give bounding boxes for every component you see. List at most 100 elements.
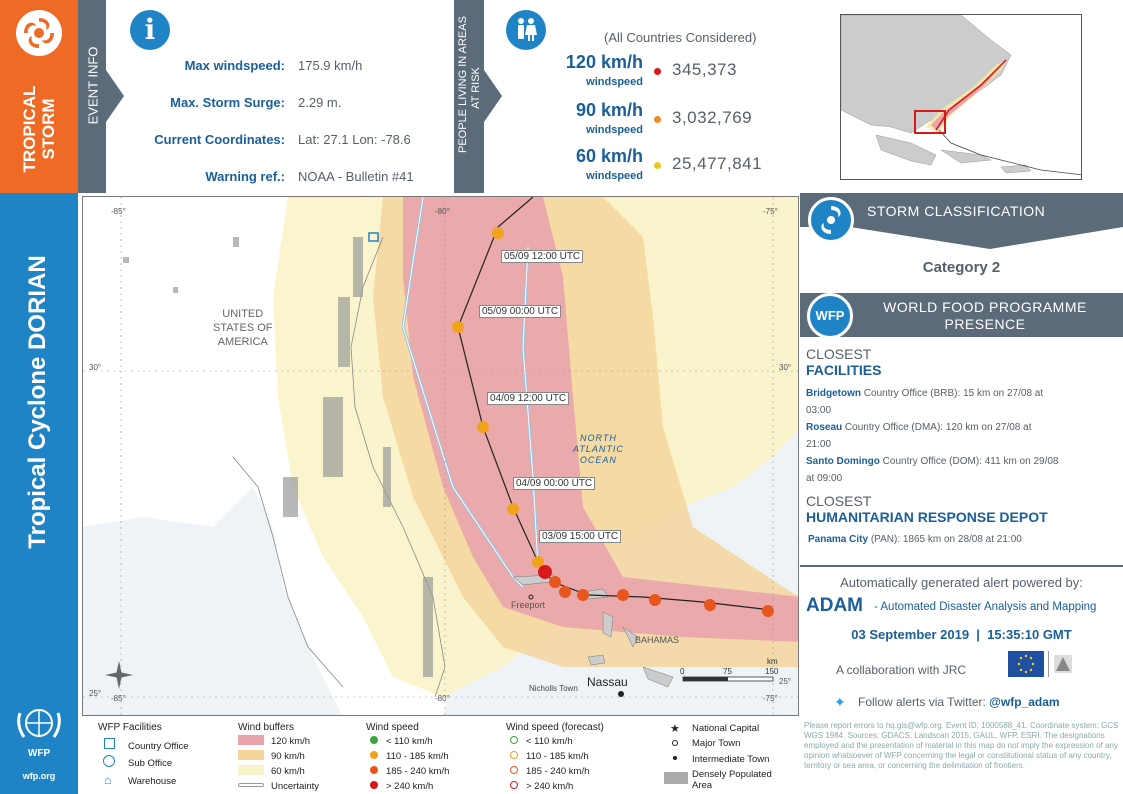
legend-facilities-title: WFP Facilities: [98, 722, 162, 733]
closest-facilities-heading: CLOSEST FACILITIES: [806, 346, 882, 378]
legend-forecast-title: Wind speed (forecast): [506, 722, 604, 733]
bahamas-label: BAHAMAS: [635, 635, 680, 645]
scale-label-150: 150: [765, 667, 779, 676]
risk-dot-red: [654, 68, 661, 75]
graticule: [83, 197, 798, 715]
legend-uncertainty: Uncertainty: [271, 781, 320, 792]
storm-class-icon: [808, 197, 854, 243]
nassau-label: Nassau: [587, 675, 628, 689]
forecast-extreme-icon: [510, 781, 518, 789]
adam-powered-by: Automatically generated alert powered by…: [840, 575, 1083, 590]
legend-forecast-3: 185 - 240 km/h: [526, 766, 590, 777]
grid-label-left-2: 25°: [89, 689, 102, 698]
legend-wind-1: < 110 km/h: [386, 736, 433, 747]
forecast-high-icon: [510, 766, 518, 774]
speed-value: 60: [575, 146, 596, 166]
storm-logo-icon: [16, 10, 62, 56]
population-row-90: 90 km/h windspeed 3,032,769: [533, 100, 803, 145]
event-info-strip: [78, 0, 106, 193]
right-panel: STORM CLASSIFICATION Category 2 WFP WORL…: [800, 193, 1123, 719]
event-info-label: EVENT INFO: [85, 46, 101, 125]
population-value: 25,477,841: [672, 154, 763, 173]
buffer-120-swatch: [238, 735, 264, 745]
legend-buffers-title: Wind buffers: [238, 722, 294, 733]
info-icon: i: [130, 10, 170, 50]
wfp-logo-text: WFP: [27, 748, 51, 759]
speed-unit: km/h: [600, 52, 643, 72]
twitter-text[interactable]: Follow alerts via Twitter: @wfp_adam: [858, 695, 1060, 709]
legend-wind-2: 110 - 185 km/h: [386, 751, 449, 762]
risk-dot-yellow: [654, 162, 661, 169]
facilities-list: Bridgetown Country Office (BRB): 15 km o…: [806, 385, 1118, 487]
facility-item: Santo Domingo Country Office (DOM): 411 …: [806, 456, 1059, 484]
major-town-icon: [672, 740, 678, 746]
adam-name: ADAM: [806, 595, 863, 616]
legend-country-office: Country Office: [128, 741, 189, 752]
speed-value: 120: [565, 52, 596, 72]
legend-capital: National Capital: [692, 723, 760, 734]
info-row-windspeed: Max windspeed: 175.9 km/h: [118, 58, 458, 95]
speed-sub: windspeed: [586, 170, 643, 182]
population-value: 3,032,769: [672, 108, 753, 127]
info-value: 2.29 m.: [298, 95, 342, 110]
legend-wind-4: > 240 km/h: [386, 781, 434, 792]
grid-label-top-1: -85°: [111, 207, 126, 216]
legend-forecast-1: < 110 km/h: [526, 736, 573, 747]
wfp-presence-header: [800, 293, 1123, 337]
track-label: 05/09 12:00 UTC: [501, 250, 584, 263]
population-label: PEOPLE LIVING IN AREAS AT RISK: [457, 16, 482, 153]
wfp-badge: WFP: [807, 293, 853, 339]
storm-type-band: TROPICAL STORM: [0, 0, 78, 193]
info-label: Warning ref.:: [205, 169, 285, 184]
legend-buffer-60: 60 km/h: [271, 766, 305, 777]
legend-buffer-90: 90 km/h: [271, 751, 305, 762]
populated-swatch: [664, 772, 688, 784]
wfp-logo: WFP wfp.org: [8, 703, 70, 783]
info-row-coordinates: Current Coordinates: Lat: 27.1 Lon: -78.…: [118, 132, 458, 169]
usa-label: UNITED STATES OF AMERICA: [213, 308, 273, 348]
freeport-label: Freeport: [511, 600, 546, 610]
population-strip: [454, 0, 484, 193]
legend-warehouse: Warehouse: [128, 776, 177, 787]
storm-class-title: STORM CLASSIFICATION: [867, 203, 1046, 219]
scale-label-75: 75: [723, 667, 732, 676]
closest-depot-heading: CLOSEST HUMANITARIAN RESPONSE DEPOT: [806, 493, 1048, 525]
track-label: 03/09 15:00 UTC: [539, 530, 622, 543]
legend-forecast-2: 110 - 185 km/h: [526, 751, 589, 762]
locator-map: [840, 14, 1082, 180]
jrc-logo: [1048, 651, 1076, 677]
adam-full-name: - Automated Disaster Analysis and Mappin…: [874, 601, 1097, 613]
warehouse-icon: ⌂: [104, 773, 112, 787]
alert-datetime: 03 September 2019 | 15:35:10 GMT: [851, 627, 1072, 642]
buffer-90-swatch: [238, 750, 264, 760]
legend-wind-title: Wind speed: [366, 722, 419, 733]
buffer-60-swatch: [238, 765, 264, 775]
info-value: 175.9 km/h: [298, 58, 363, 73]
legend-sub-office: Sub Office: [128, 758, 173, 769]
sub-office-icon: [103, 755, 115, 767]
storm-map: UNITED STATES OF AMERICA NORTH ATLANTIC OCEA…: [82, 196, 799, 716]
uncertainty-swatch: [238, 783, 264, 787]
scale-label-0: 0: [680, 667, 685, 676]
grid-label-left-1: 30°: [89, 363, 102, 372]
track-label: 05/09 00:00 UTC: [479, 305, 562, 318]
storm-type-label: TROPICAL STORM: [20, 85, 58, 173]
legend-major-town: Major Town: [692, 738, 741, 749]
speed-value: 90: [575, 100, 596, 120]
event-info-rows: Max windspeed: 175.9 km/h Max. Storm Sur…: [118, 58, 458, 206]
intermediate-town-icon: [673, 756, 677, 760]
alert-date: 03 September 2019: [851, 627, 970, 642]
wind-extreme-icon: [370, 781, 378, 789]
twitter-label: Follow alerts via Twitter:: [858, 695, 986, 709]
wfp-url: wfp.org: [22, 771, 56, 781]
twitter-icon: ✦: [834, 694, 846, 710]
twitter-handle[interactable]: @wfp_adam: [989, 695, 1060, 709]
wind-high-icon: [370, 766, 378, 774]
risk-dot-orange: [654, 116, 661, 123]
info-value: NOAA - Bulletin #41: [298, 169, 414, 184]
speed-sub: windspeed: [586, 124, 643, 136]
population-arrow: [484, 0, 502, 193]
speed-unit: km/h: [600, 146, 643, 166]
population-value: 345,373: [672, 60, 737, 79]
wfp-presence-title: WORLD FOOD PROGRAMME PRESENCE: [883, 299, 1087, 332]
